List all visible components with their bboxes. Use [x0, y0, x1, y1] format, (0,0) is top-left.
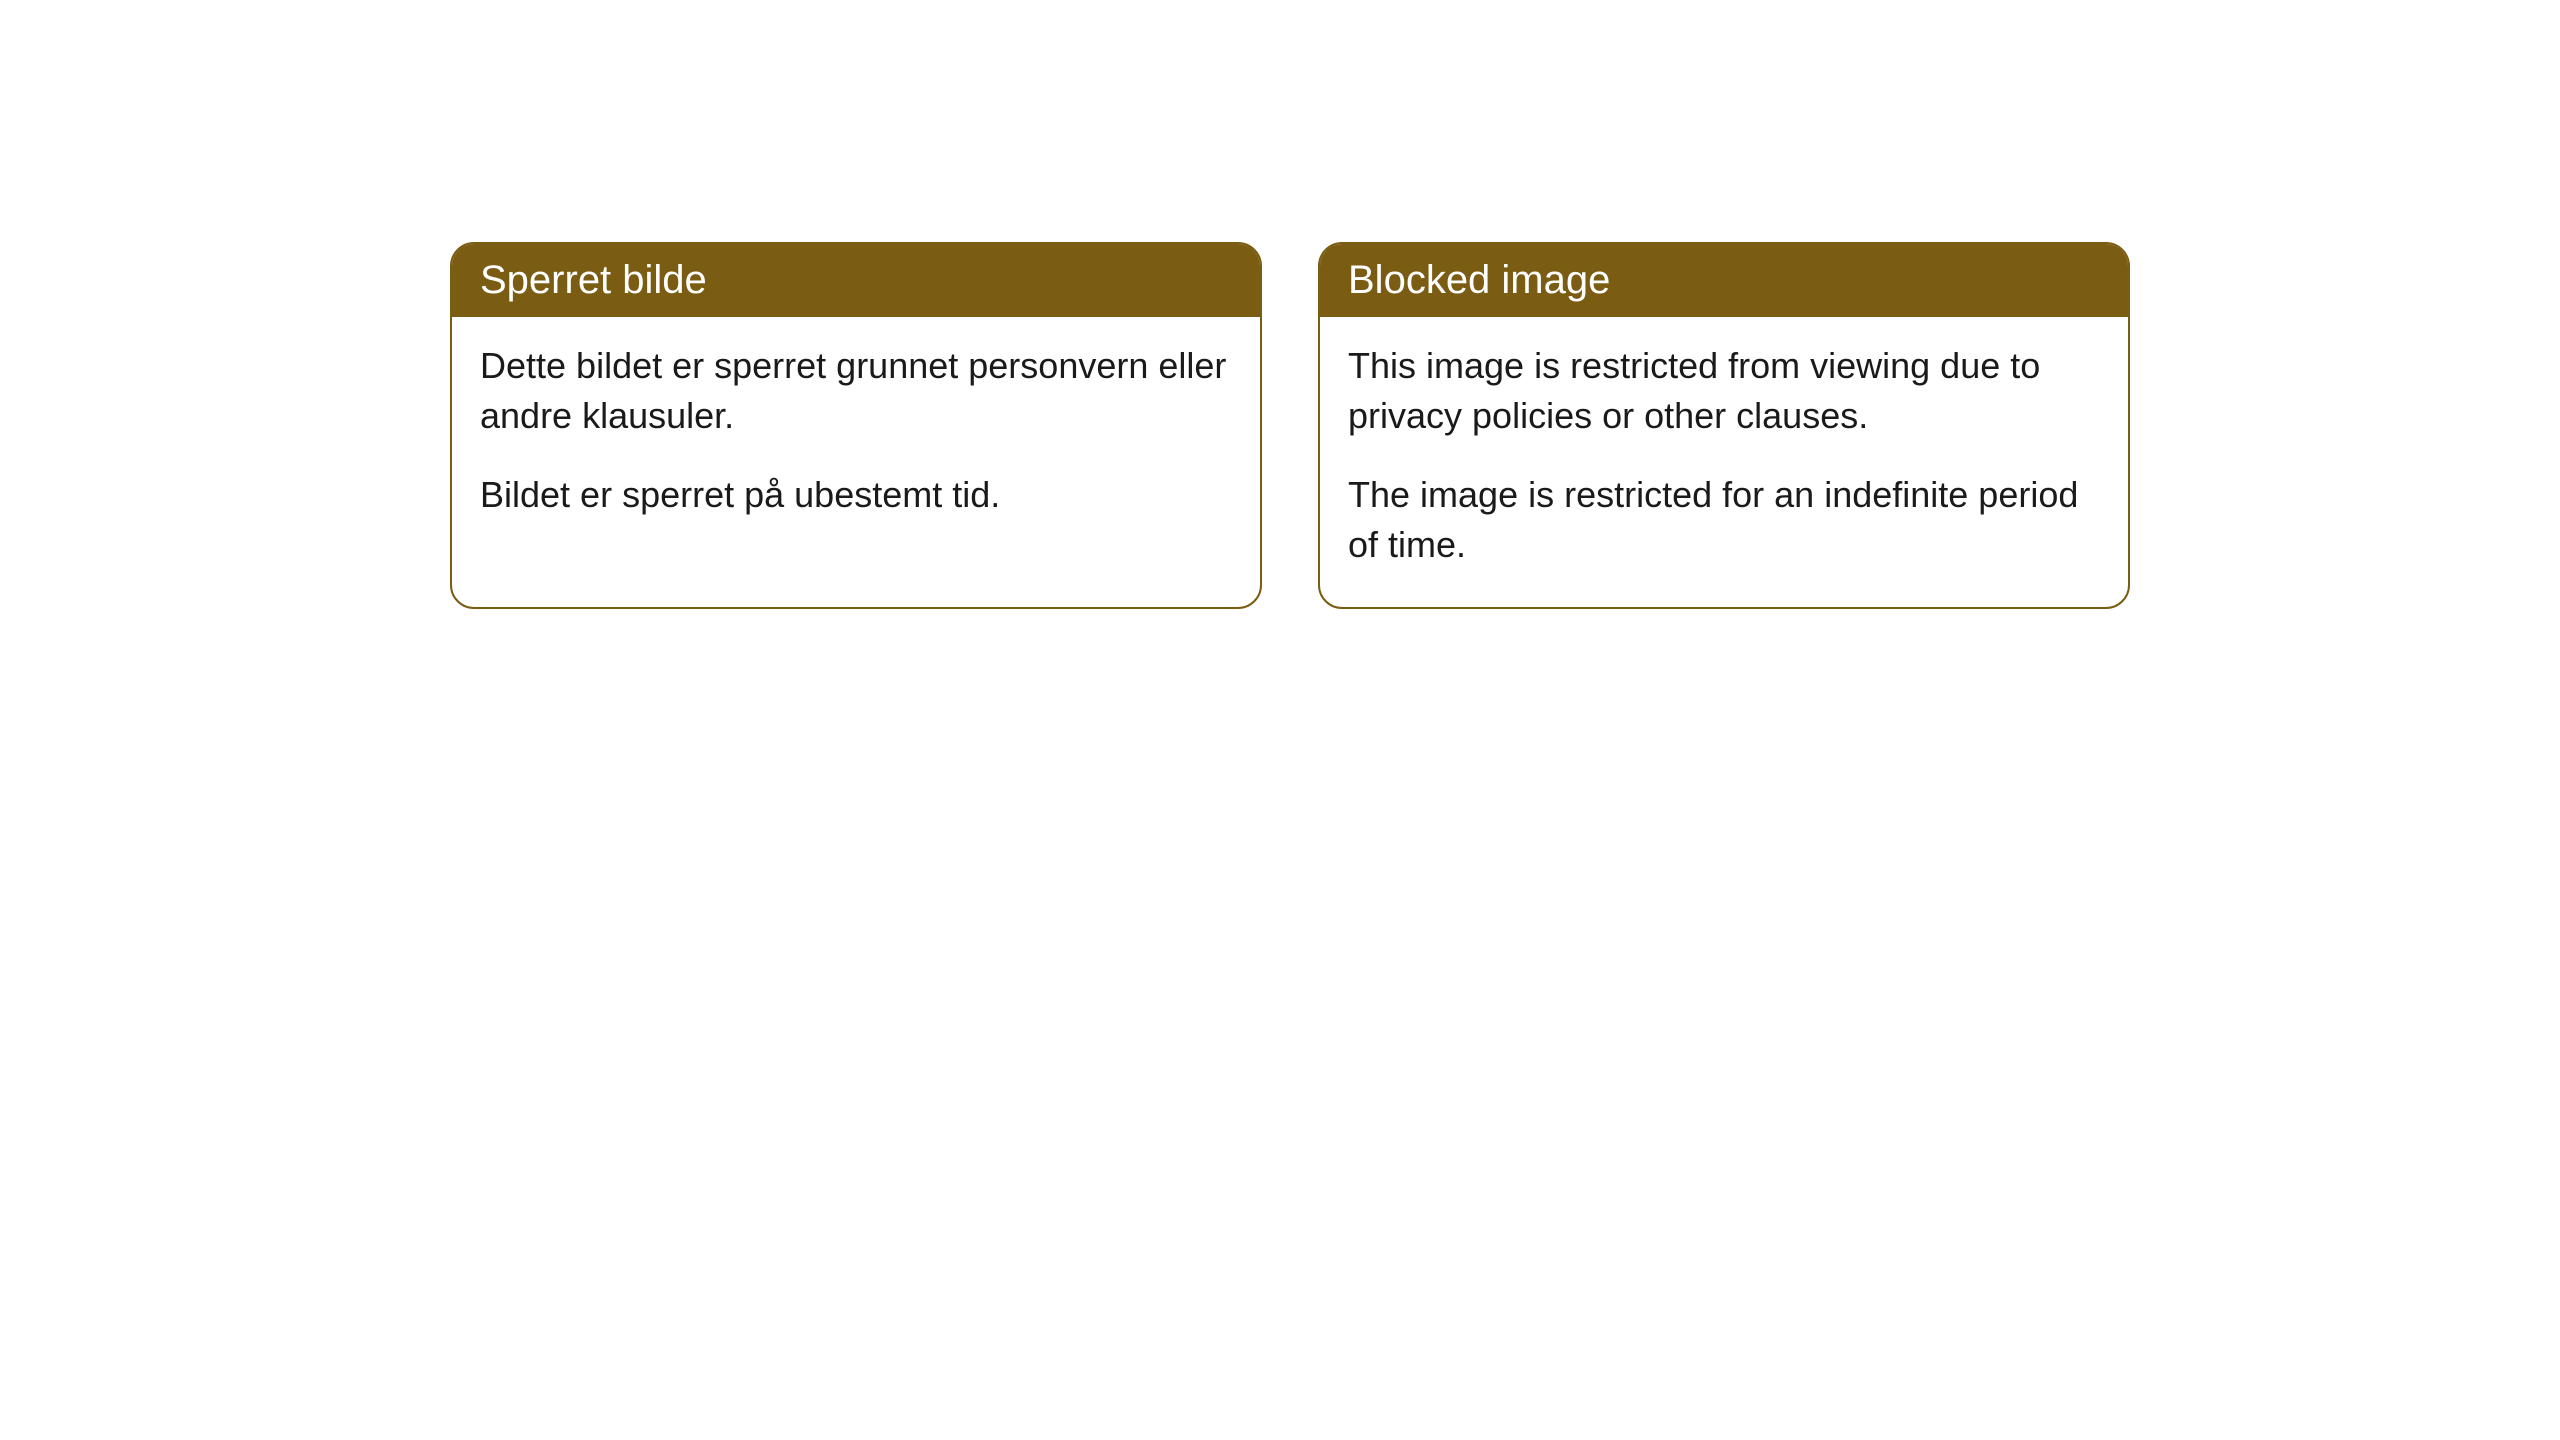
card-title: Sperret bilde — [480, 258, 707, 302]
blocked-image-card-norwegian: Sperret bilde Dette bildet er sperret gr… — [450, 242, 1262, 609]
notice-container: Sperret bilde Dette bildet er sperret gr… — [0, 0, 2560, 609]
card-body-norwegian: Dette bildet er sperret grunnet personve… — [452, 317, 1260, 556]
card-title: Blocked image — [1348, 258, 1610, 302]
card-header-english: Blocked image — [1320, 244, 2128, 317]
blocked-image-card-english: Blocked image This image is restricted f… — [1318, 242, 2130, 609]
card-paragraph: The image is restricted for an indefinit… — [1348, 470, 2100, 571]
card-header-norwegian: Sperret bilde — [452, 244, 1260, 317]
card-paragraph: Bildet er sperret på ubestemt tid. — [480, 470, 1232, 520]
card-paragraph: This image is restricted from viewing du… — [1348, 341, 2100, 442]
card-body-english: This image is restricted from viewing du… — [1320, 317, 2128, 607]
card-paragraph: Dette bildet er sperret grunnet personve… — [480, 341, 1232, 442]
